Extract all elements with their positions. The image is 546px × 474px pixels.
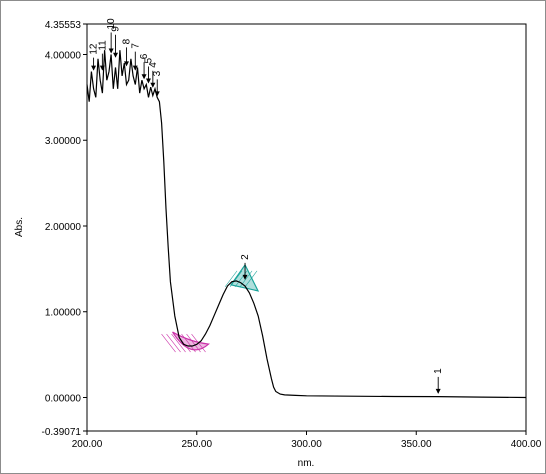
- peak-label-7: 7: [130, 43, 141, 49]
- peak-label-10: 10: [106, 18, 117, 30]
- peak-label-11: 11: [97, 40, 108, 51]
- absorbance-line: [86, 50, 527, 399]
- y-axis-title: Abs.: [14, 217, 25, 237]
- y-tick-label: 2.00000: [45, 222, 82, 233]
- y-tick-label: 0.00000: [45, 393, 82, 404]
- peak-arrow-head: [141, 74, 147, 80]
- peak-label-4: 4: [148, 62, 159, 68]
- x-axis-title: nm.: [298, 458, 315, 469]
- peak-label-6: 6: [139, 53, 150, 59]
- peak-label-1: 1: [433, 368, 444, 374]
- x-tick-label: 400.00: [511, 439, 542, 450]
- x-axis: 200.00 250.00 300.00 350.00 400.00: [72, 431, 542, 450]
- peak-label-3: 3: [152, 70, 163, 76]
- valley-hatch-line: [186, 333, 201, 353]
- peak-arrow-head: [154, 91, 160, 97]
- peak-label-12: 12: [89, 43, 100, 55]
- peak-2-hatch-line: [244, 270, 258, 288]
- peak-arrow-head: [242, 274, 248, 280]
- peak-label-5: 5: [143, 58, 154, 64]
- peak-label-8: 8: [122, 38, 133, 44]
- valley-hatch-line: [171, 333, 186, 353]
- peak-arrow-head: [132, 65, 138, 71]
- peak-arrow-head: [150, 82, 156, 88]
- y-tick-label: 4.35553: [45, 20, 82, 31]
- peak-arrow-head: [91, 65, 97, 71]
- peak-arrow-head: [145, 78, 151, 84]
- y-tick-label: -0.39071: [42, 427, 82, 438]
- peak-label-9: 9: [111, 26, 122, 32]
- peak-arrow-head: [124, 61, 130, 67]
- x-tick-label: 200.00: [72, 439, 103, 450]
- peak-arrow-head: [435, 388, 441, 394]
- valley-hatch-line: [181, 333, 196, 353]
- y-tick-label: 3.00000: [45, 136, 82, 147]
- valley-hatch-line: [166, 333, 181, 353]
- valley-marker: [172, 331, 210, 351]
- valley-hatch-line: [161, 333, 176, 353]
- marker-layer: [161, 263, 260, 353]
- peak-arrow-head: [113, 52, 119, 58]
- y-tick-label: 1.00000: [45, 308, 82, 319]
- peak-arrow-head: [99, 65, 105, 71]
- peak-2-hatch-line: [224, 270, 238, 288]
- peak-label-2: 2: [240, 254, 251, 260]
- y-tick-label: 4.00000: [45, 50, 82, 61]
- x-tick-label: 350.00: [401, 439, 432, 450]
- peak-arrow-head: [108, 48, 114, 54]
- x-tick-label: 300.00: [291, 439, 322, 450]
- x-tick-label: 250.00: [181, 439, 212, 450]
- peak-2-hatch-line: [229, 270, 243, 288]
- y-axis: -0.39071 0.00000 1.00000 2.00000 3.00000 4.00…: [42, 20, 87, 438]
